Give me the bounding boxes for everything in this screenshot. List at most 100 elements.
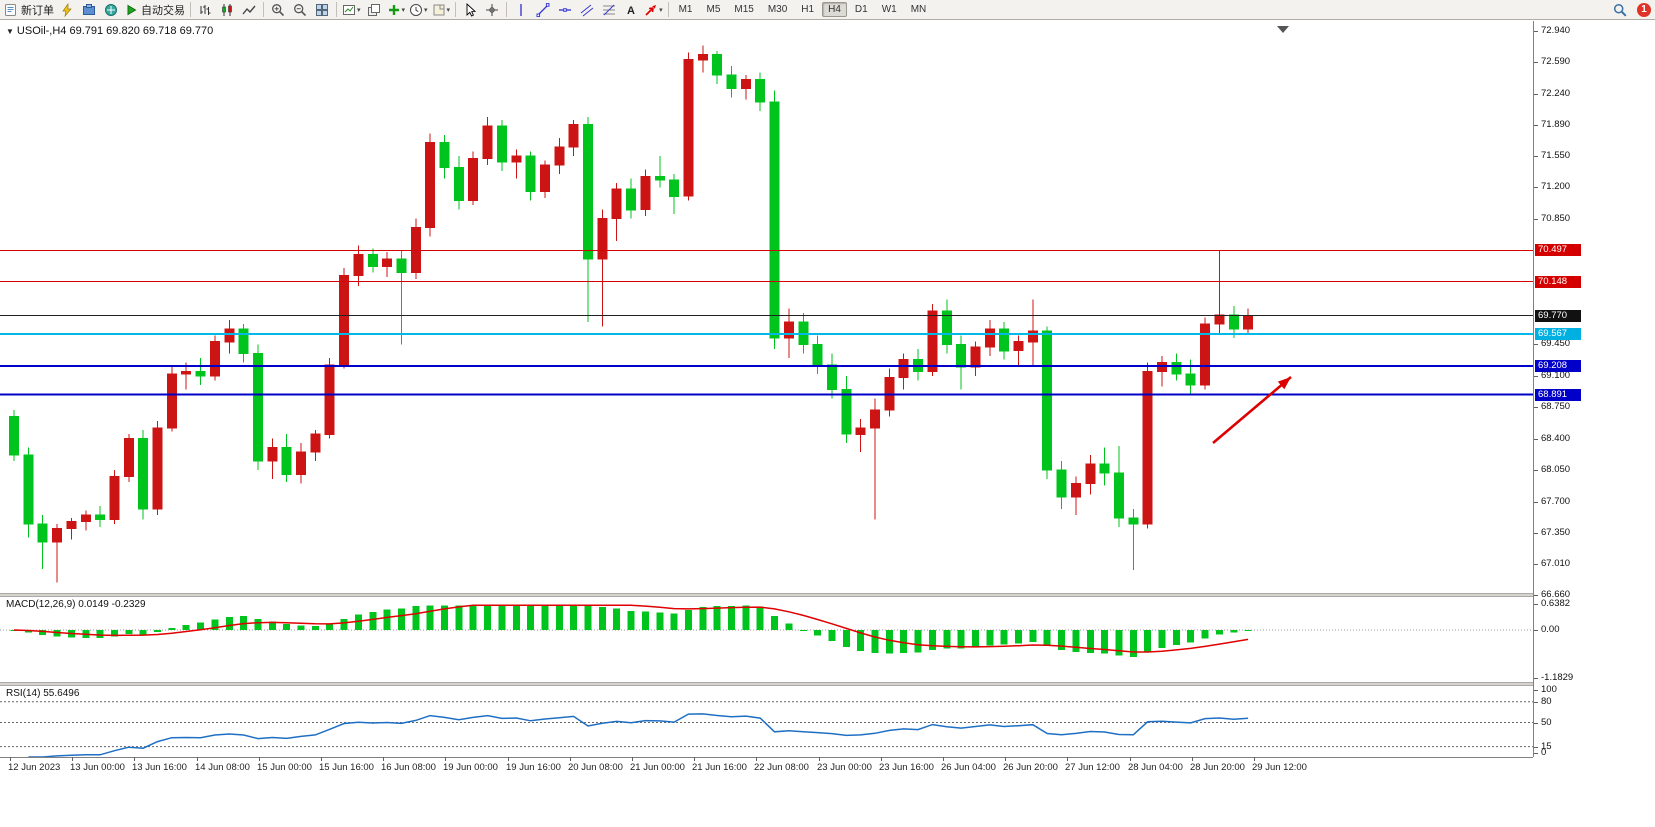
timeframe-button-m15[interactable]: M15: [734, 4, 754, 15]
time-axis-label: 19 Jun 16:00: [506, 762, 561, 773]
price-axis-label: 69.100: [1541, 370, 1571, 381]
timeframe-button-m5[interactable]: M5: [706, 4, 721, 15]
macd-main-value: 0.0149: [78, 599, 109, 610]
time-axis-label: 12 Jun 2023: [8, 762, 61, 773]
line-chart-button[interactable]: [238, 0, 260, 20]
rsi-panel[interactable]: [0, 686, 1533, 757]
price-axis-label: 69.450: [1541, 338, 1571, 349]
macd-histogram: [10, 605, 1252, 657]
data-window-button[interactable]: [100, 0, 122, 20]
magnifier-icon: [1613, 3, 1627, 17]
arrows-button[interactable]: ▾: [642, 0, 665, 20]
price-axis[interactable]: 72.940 72.590 72.240 71.890 71.550 71.200 70.8…: [1533, 21, 1655, 758]
rsi-line: [28, 713, 1249, 757]
profiles-button[interactable]: [78, 0, 100, 20]
price-tag: 69.567: [1535, 328, 1581, 340]
new-order-button[interactable]: 新订单: [2, 0, 56, 20]
macd-panel[interactable]: [0, 597, 1533, 682]
chart-shift-marker: [1277, 26, 1289, 33]
templates-button[interactable]: ▾: [430, 0, 453, 20]
zoom-in-icon: [272, 3, 285, 16]
clock-icon: [410, 3, 423, 16]
rsi-value: 55.6496: [43, 688, 80, 699]
chart-wizard-button[interactable]: [56, 0, 78, 20]
price-axis-label: 67.350: [1541, 527, 1571, 538]
chevron-down-icon: ▾: [446, 6, 451, 14]
price-axis-label: 71.550: [1541, 150, 1571, 161]
bar-chart-button[interactable]: [194, 0, 216, 20]
price-axis-label: 72.590: [1541, 56, 1571, 67]
timeframe-button-w1[interactable]: W1: [881, 4, 897, 15]
horizontal-line-button[interactable]: [554, 0, 576, 20]
macd-axis-label: 0.00: [1541, 624, 1560, 635]
crosshair-button[interactable]: [481, 0, 503, 20]
fibonacci-icon: [603, 4, 616, 15]
arrange-icon: [367, 3, 380, 16]
cursor-icon: [466, 2, 477, 17]
cursor-button[interactable]: [459, 0, 481, 20]
macd-label: MACD(12,26,9) 0.0149 -0.2329: [6, 599, 146, 610]
bar-chart-icon: [200, 4, 211, 15]
toolbar-separator: [506, 2, 508, 17]
pane-splitter[interactable]: [0, 682, 1655, 686]
toolbar-separator: [336, 2, 337, 17]
price-axis-label: 72.940: [1541, 25, 1571, 36]
arrange-charts-button[interactable]: [363, 0, 385, 20]
price-axis-label: 70.850: [1541, 213, 1571, 224]
price-axis-label: 67.700: [1541, 496, 1571, 507]
vertical-line-button[interactable]: [510, 0, 532, 20]
tile-windows-button[interactable]: [311, 0, 333, 20]
time-axis-label: 26 Jun 20:00: [1003, 762, 1058, 773]
price-axis-label: 72.240: [1541, 88, 1571, 99]
search-button[interactable]: [1609, 0, 1631, 20]
wizard-icon: [62, 2, 72, 17]
crosshair-icon: [486, 3, 499, 16]
price-axis-label: 66.660: [1541, 589, 1571, 600]
hline-icon: [559, 7, 572, 12]
notification-badge[interactable]: 1: [1637, 2, 1651, 17]
chevron-down-icon: ▾: [357, 6, 361, 14]
indicators-plus-icon: [388, 4, 399, 15]
time-axis-label: 21 Jun 00:00: [630, 762, 685, 773]
toolbar-separator: [667, 2, 669, 17]
auto-trading-button[interactable]: 自动交易: [122, 0, 187, 20]
time-axis-label: 21 Jun 16:00: [692, 762, 747, 773]
pane-splitter[interactable]: [0, 593, 1655, 597]
main-price-chart[interactable]: [0, 21, 1533, 593]
trendline-button[interactable]: [532, 0, 554, 20]
timeframe-button-m1[interactable]: M1: [678, 4, 693, 15]
fibonacci-button[interactable]: [598, 0, 620, 20]
timeframe-button-h4[interactable]: H4: [822, 2, 847, 17]
svg-text:A: A: [627, 5, 635, 17]
new-chart-button[interactable]: ▾: [340, 0, 363, 20]
time-axis[interactable]: 12 Jun 2023 13 Jun 00:00 13 Jun 16:00 14 Ju…: [0, 757, 1533, 778]
rsi-label: RSI(14) 55.6496: [6, 688, 80, 699]
chevron-down-icon: ▾: [424, 6, 428, 14]
rsi-axis-label: 80: [1541, 696, 1552, 707]
timeframe-button-m30[interactable]: M30: [767, 4, 788, 15]
candle-chart-icon: [222, 3, 232, 16]
timeframe-button-mn[interactable]: MN: [910, 4, 927, 15]
time-axis-label: 23 Jun 16:00: [879, 762, 934, 773]
channel-button[interactable]: [576, 0, 598, 20]
time-axis-label: 20 Jun 08:00: [568, 762, 623, 773]
data-window-icon: [105, 3, 117, 16]
text-button[interactable]: A: [620, 0, 642, 20]
rsi-axis-label: 0: [1541, 747, 1547, 758]
rsi-axis-label: 100: [1541, 684, 1557, 695]
timeframe-button-h1[interactable]: H1: [801, 4, 815, 15]
rsi-axis-label: 15: [1541, 741, 1552, 752]
indicators-button[interactable]: ▾: [385, 0, 408, 20]
toolbar-separator: [263, 2, 264, 17]
vline-icon: [520, 3, 522, 16]
timeframe-button-d1[interactable]: D1: [854, 4, 868, 15]
time-axis-label: 14 Jun 08:00: [195, 762, 250, 773]
collapse-icon[interactable]: ▼: [6, 27, 14, 36]
periods-button[interactable]: ▾: [407, 0, 430, 20]
zoom-in-button[interactable]: [267, 0, 289, 20]
toolbar-separator: [455, 2, 457, 17]
candle-chart-button[interactable]: [216, 0, 238, 20]
zoom-out-button[interactable]: [289, 0, 311, 20]
price-tag: 70.497: [1535, 244, 1581, 256]
